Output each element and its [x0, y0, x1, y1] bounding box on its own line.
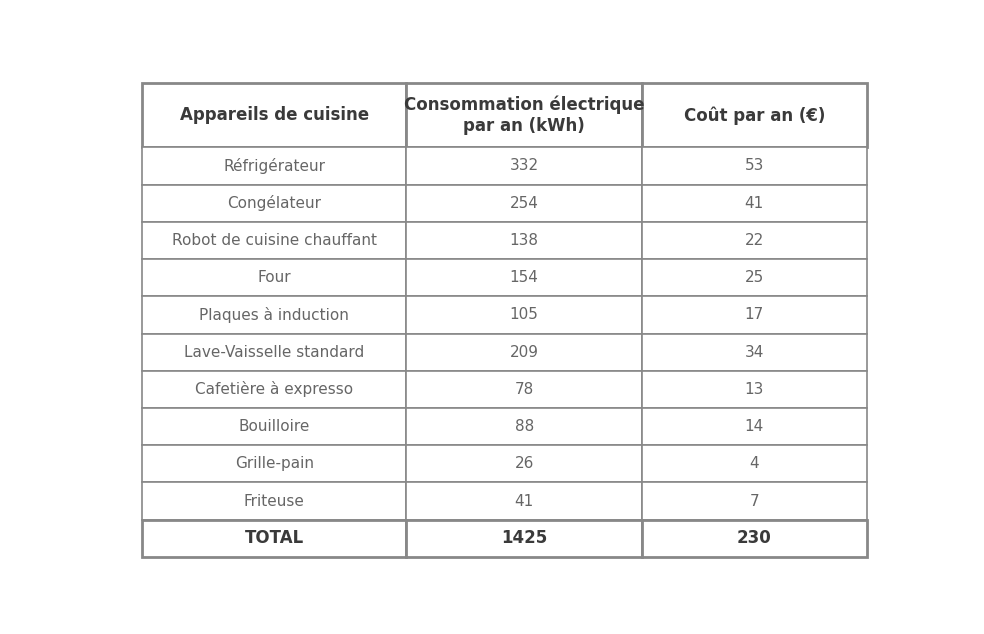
Bar	[406, 184, 642, 222]
Bar	[642, 184, 867, 222]
Bar	[142, 333, 406, 371]
Text: 209: 209	[510, 345, 538, 359]
Text: Grille-pain: Grille-pain	[235, 456, 314, 471]
Bar	[642, 482, 867, 520]
Bar	[142, 445, 406, 482]
Text: 1425: 1425	[501, 529, 547, 547]
Bar	[142, 184, 406, 222]
Text: 26: 26	[515, 456, 534, 471]
Bar	[642, 408, 867, 445]
Text: 4: 4	[750, 456, 759, 471]
Bar	[142, 520, 406, 557]
Text: Consommation électrique
par an (kWh): Consommation électrique par an (kWh)	[404, 96, 645, 135]
Text: 7: 7	[750, 494, 759, 508]
Text: Lave-Vaisselle standard: Lave-Vaisselle standard	[184, 345, 364, 359]
Text: Coût par an (€): Coût par an (€)	[684, 106, 825, 125]
Text: 332: 332	[510, 158, 539, 174]
Bar	[406, 222, 642, 259]
Text: Bouilloire: Bouilloire	[238, 419, 310, 434]
Bar	[406, 147, 642, 184]
Text: Four: Four	[258, 270, 291, 285]
Bar	[406, 333, 642, 371]
Bar	[642, 371, 867, 408]
Bar	[642, 333, 867, 371]
Bar	[642, 147, 867, 184]
Text: Robot de cuisine chauffant: Robot de cuisine chauffant	[172, 233, 377, 248]
Bar	[406, 371, 642, 408]
Text: Friteuse: Friteuse	[244, 494, 305, 508]
Bar	[642, 445, 867, 482]
Bar	[406, 520, 642, 557]
Bar	[142, 408, 406, 445]
Text: Appareils de cuisine: Appareils de cuisine	[180, 107, 369, 124]
Bar	[642, 259, 867, 296]
Bar	[406, 482, 642, 520]
Bar	[406, 84, 642, 147]
Bar	[406, 259, 642, 296]
Bar	[142, 371, 406, 408]
Bar	[142, 84, 406, 147]
Bar	[642, 222, 867, 259]
Text: 13: 13	[745, 382, 764, 397]
Text: 254: 254	[510, 196, 538, 210]
Bar	[142, 482, 406, 520]
Text: Plaques à induction: Plaques à induction	[200, 307, 349, 323]
Text: TOTAL: TOTAL	[245, 529, 304, 547]
Bar	[142, 296, 406, 333]
Text: 105: 105	[510, 307, 538, 323]
Text: 22: 22	[745, 233, 764, 248]
Text: 25: 25	[745, 270, 764, 285]
Text: 34: 34	[745, 345, 764, 359]
Bar	[406, 296, 642, 333]
Text: Congélateur: Congélateur	[227, 195, 322, 211]
Bar	[142, 259, 406, 296]
Text: Cafetière à expresso: Cafetière à expresso	[195, 382, 353, 398]
Text: 41: 41	[745, 196, 764, 210]
Text: 230: 230	[737, 529, 771, 547]
Bar	[142, 147, 406, 184]
Text: 53: 53	[745, 158, 764, 174]
Bar	[642, 296, 867, 333]
Bar	[142, 222, 406, 259]
Bar	[406, 408, 642, 445]
Text: 41: 41	[515, 494, 534, 508]
Text: 14: 14	[745, 419, 764, 434]
Text: 88: 88	[515, 419, 534, 434]
Text: 78: 78	[515, 382, 534, 397]
Bar	[406, 445, 642, 482]
Text: Réfrigérateur: Réfrigérateur	[223, 158, 326, 174]
Bar	[642, 520, 867, 557]
Text: 138: 138	[510, 233, 538, 248]
Text: 17: 17	[745, 307, 764, 323]
Bar	[642, 84, 867, 147]
Text: 154: 154	[510, 270, 538, 285]
